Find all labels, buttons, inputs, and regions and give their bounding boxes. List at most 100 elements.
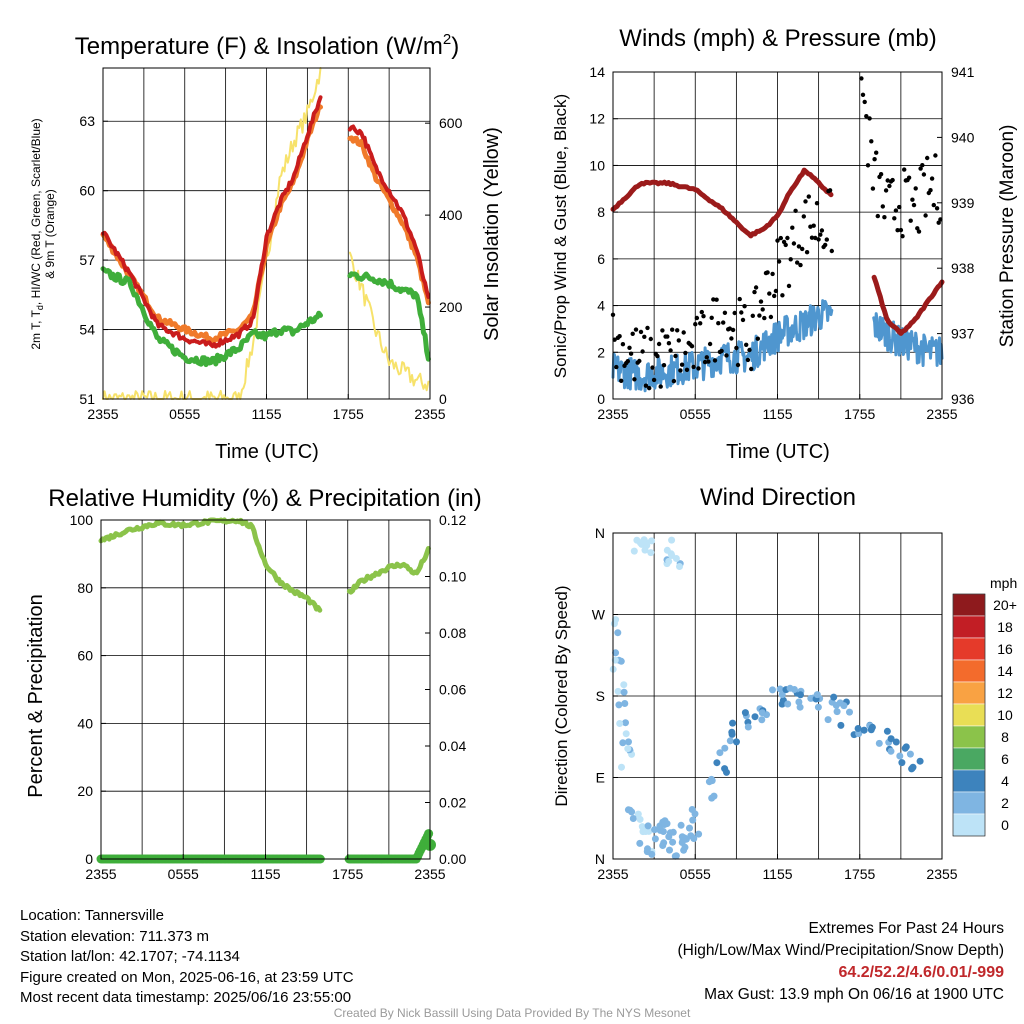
station-elevation: Station elevation: 711.373 m (20, 927, 210, 945)
direction-point (690, 835, 698, 842)
x-tick-label: 2355 (597, 406, 628, 422)
gust-point (755, 336, 760, 341)
gust-point (696, 366, 701, 371)
gust-point (804, 250, 810, 255)
gust-point (734, 345, 739, 351)
direction-point (648, 537, 655, 545)
station-latlon: Station lat/lon: 42.1707; -74.1134 (20, 948, 240, 965)
direction-point (629, 815, 637, 822)
direction-point (723, 768, 730, 776)
gust-point (783, 242, 788, 248)
x-tick-label: 1155 (251, 406, 281, 422)
gust-point (701, 314, 706, 319)
y-tick-label: S (596, 688, 605, 704)
y2-tick-label: 0.08 (439, 625, 466, 641)
colorbar-swatch (952, 637, 986, 661)
direction-point (728, 728, 736, 736)
y-tick-label: 14 (589, 64, 605, 80)
direction-point (786, 684, 794, 692)
y-tick-label: 63 (79, 113, 95, 129)
colorbar-label: 20+ (993, 597, 1017, 613)
gust-point (772, 293, 777, 299)
x-tick-label: 1755 (333, 406, 364, 422)
direction-point (618, 763, 625, 771)
direction-grid (613, 533, 942, 859)
direction-point (887, 735, 895, 743)
gust-point (676, 338, 681, 343)
gust-point (823, 242, 828, 248)
y-tick-label: 6 (597, 251, 605, 267)
direction-point (840, 702, 848, 710)
direction-point (854, 725, 862, 732)
direction-point (680, 846, 688, 854)
gust-point (745, 357, 751, 363)
pressure-line (610, 167, 945, 336)
gust-point (632, 377, 637, 382)
most-recent-data: Most recent data timestamp: 2025/06/16 2… (20, 989, 352, 1006)
meteogram-figure: Temperature (F) & Insolation (W/m2) 2355… (25, 25, 1018, 882)
wind-speed-line (611, 299, 944, 393)
gust-point (801, 214, 806, 219)
x-tick-label: 1755 (844, 406, 875, 422)
y2-tick-label: 0.04 (439, 738, 466, 754)
y-tick-label: 0 (597, 391, 605, 407)
direction-point (695, 830, 703, 838)
gust-point (709, 315, 714, 320)
gust-point (923, 213, 928, 218)
gust-point (872, 157, 877, 162)
direction-point (708, 777, 716, 785)
gust-point (786, 283, 792, 289)
gust-point (744, 342, 749, 347)
x-tick-label: 2355 (414, 406, 445, 422)
direction-point (758, 716, 766, 724)
direction-point (636, 839, 644, 847)
gust-point (865, 163, 871, 168)
direction-point (628, 808, 636, 816)
gust-point (864, 114, 869, 119)
gust-point (875, 213, 880, 219)
direction-point (769, 686, 776, 694)
y2-tick-label: 939 (951, 195, 975, 211)
winds-xlabel: Time (UTC) (726, 441, 830, 463)
max-gust: Max Gust: 13.9 mph On 06/16 at 1900 UTC (704, 986, 1004, 1003)
gust-point (813, 235, 818, 241)
gust-point (765, 270, 770, 275)
gust-point (630, 331, 635, 336)
gust-point (752, 289, 757, 295)
gust-point (897, 204, 902, 210)
gust-point (704, 355, 709, 360)
direction-point (677, 821, 685, 829)
gust-point (887, 183, 892, 189)
gust-point (645, 325, 650, 331)
gust-point (670, 327, 675, 332)
direction-point (612, 616, 620, 624)
gust-point (673, 353, 678, 359)
y-tick-label: 60 (79, 183, 95, 199)
colorbar: 20+ 18 16 14 12 10 8 6 4 2 0 (952, 593, 1017, 837)
direction-point (744, 723, 752, 731)
gust-point (793, 208, 798, 213)
extremes-description: (High/Low/Max Wind/Precipitation/Snow De… (677, 942, 1005, 959)
y-tick-label: 12 (589, 111, 605, 127)
direction-point (860, 726, 868, 734)
direction-point (906, 750, 914, 758)
gust-point (929, 176, 935, 181)
humidity-grid (101, 520, 430, 859)
y-tick-label: E (596, 770, 605, 786)
x-tick-label: 1155 (250, 866, 280, 882)
gust-point (722, 310, 728, 315)
direction-point (624, 745, 632, 753)
direction-point (887, 747, 895, 755)
gust-point (915, 226, 920, 231)
direction-point (678, 839, 686, 846)
gust-point (707, 341, 713, 347)
colorbar-label: 10 (997, 707, 1013, 723)
gust-point (791, 241, 797, 246)
gust-point (767, 291, 772, 296)
extremes-title: Extremes For Past 24 Hours (808, 920, 1004, 937)
direction-point (616, 720, 624, 727)
gust-point (770, 271, 775, 277)
gust-point (681, 330, 686, 335)
dewpoint-line (100, 266, 431, 368)
gust-point (628, 351, 634, 356)
